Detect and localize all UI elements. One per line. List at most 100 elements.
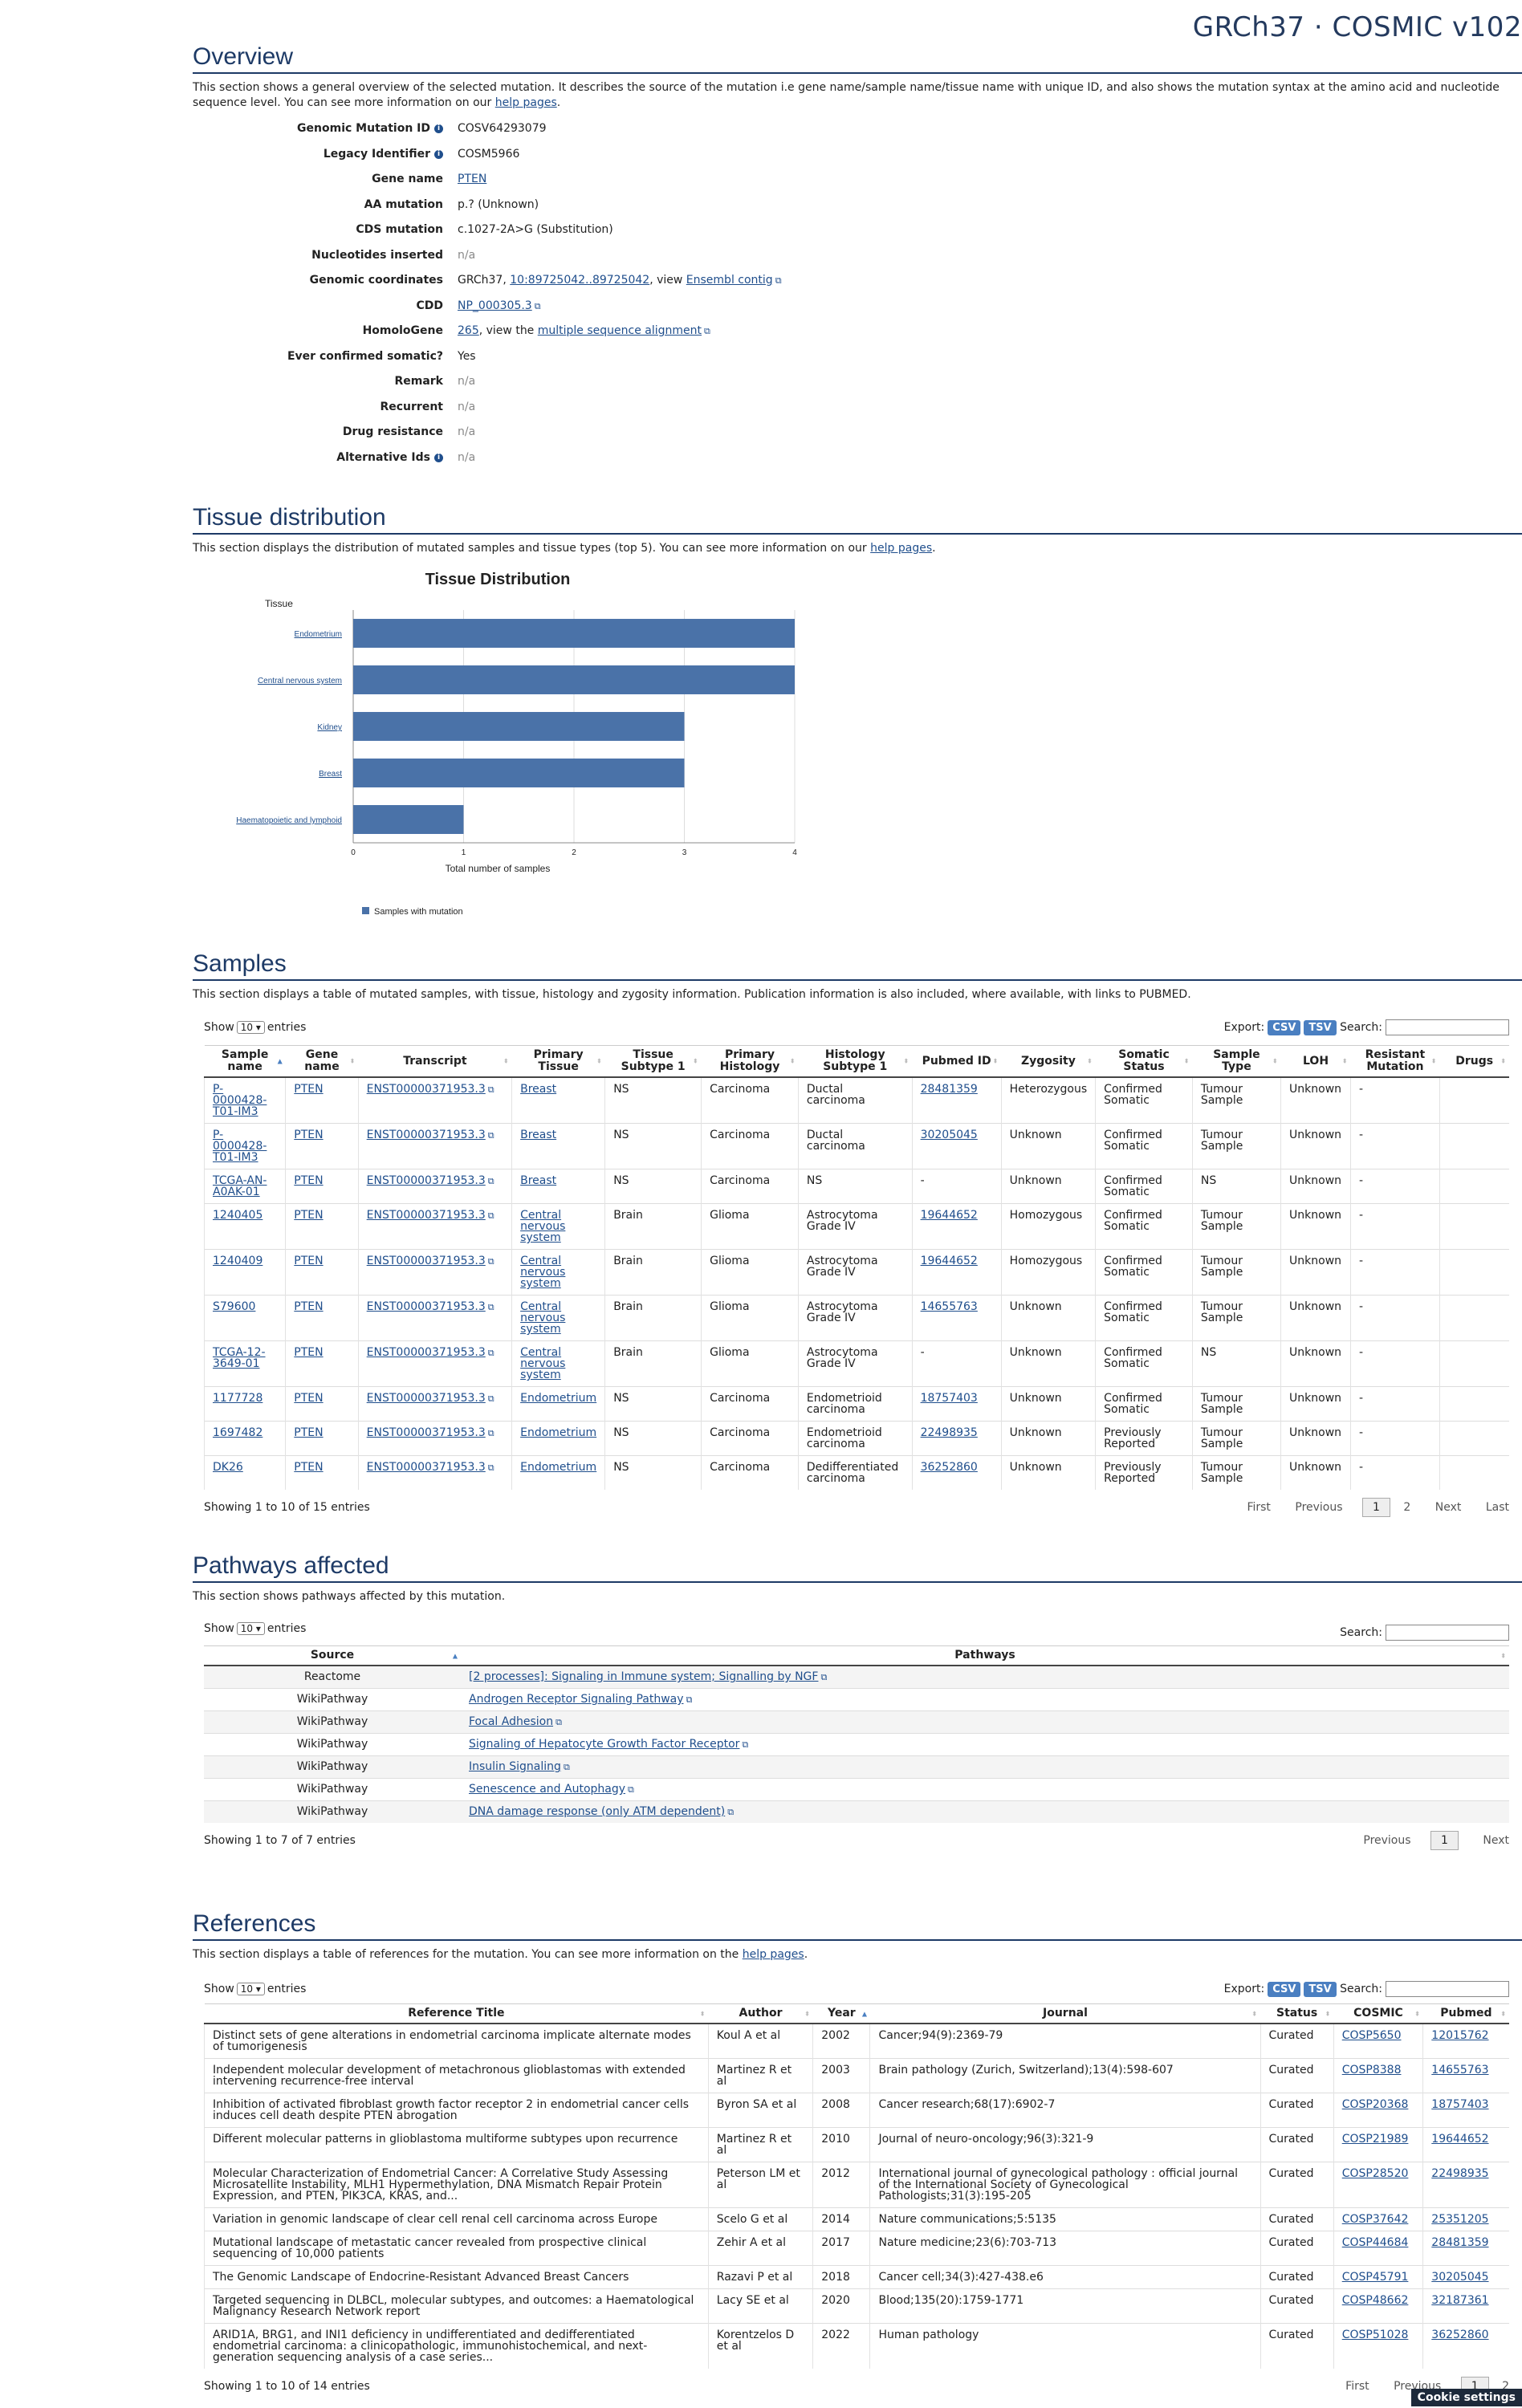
references-csv-button[interactable]: CSV [1268,1982,1301,1997]
samples-tsv-button[interactable]: TSV [1304,1020,1337,1035]
cell-link[interactable]: PTEN [294,1129,324,1141]
pathways-column-header[interactable]: Source ▲ [204,1645,461,1666]
cell-link[interactable]: COSP45791 [1341,2271,1409,2284]
cell-link[interactable]: TCGA-AN-A0AK-01 [213,1174,267,1198]
cell-link[interactable]: COSP21989 [1341,2133,1409,2146]
pager-page-1[interactable]: 1 [1430,1831,1459,1850]
pager-first[interactable]: First [1247,1501,1271,1514]
cell-link[interactable]: 30205045 [920,1129,978,1141]
pager-page-1[interactable]: 1 [1362,1498,1390,1517]
cell-link[interactable]: TCGA-12-3649-01 [213,1346,266,1370]
pager-last[interactable]: Last [1485,1501,1509,1514]
cell-link[interactable]: 36252860 [1431,2329,1489,2341]
samples-column-header[interactable]: LOH ⬍ [1280,1045,1351,1078]
external-link-icon[interactable]: ⧉ [487,1462,494,1473]
external-link-icon[interactable]: ⧉ [534,300,541,311]
samples-column-header[interactable]: Gene name ⬍ [285,1045,359,1078]
references-search-input[interactable] [1386,1981,1509,1997]
external-link-icon[interactable]: ⧉ [487,1302,494,1312]
chart-category-label[interactable]: Kidney [317,723,342,732]
references-column-header[interactable]: Pubmed ⬍ [1422,2003,1509,2024]
cell-link[interactable]: Breast [520,1083,557,1096]
cell-link[interactable]: COSP28520 [1341,2167,1409,2180]
cell-link[interactable]: 22498935 [920,1426,978,1439]
external-link-icon[interactable]: ⧉ [563,1762,570,1772]
external-link-icon[interactable]: ⧉ [487,1130,494,1141]
cell-link[interactable]: PTEN [294,1346,324,1359]
cell-link[interactable]: Endometrium [520,1392,597,1405]
overview-value-link[interactable]: 265 [458,324,479,337]
cell-link[interactable]: 28481359 [920,1083,978,1096]
cell-link[interactable]: PTEN [294,1174,324,1187]
references-entries-select[interactable]: 10 ▾ [236,1983,265,1995]
external-link-icon[interactable]: ⧉ [487,1256,494,1267]
info-icon[interactable]: i [434,124,443,133]
samples-column-header[interactable]: Primary Histology ⬍ [701,1045,799,1078]
cell-link[interactable]: 32187361 [1431,2294,1489,2307]
external-link-icon[interactable]: ⧉ [820,1672,828,1682]
cell-link[interactable]: Central nervous system [520,1300,566,1336]
cell-link[interactable]: COSP8388 [1341,2064,1402,2076]
samples-column-header[interactable]: Resistant Mutation ⬍ [1350,1045,1440,1078]
cell-link[interactable]: 19644652 [920,1255,978,1267]
cell-link[interactable]: S79600 [213,1300,256,1313]
cell-link[interactable]: 18757403 [920,1392,978,1405]
cell-link[interactable]: ENST00000371953.3 [366,1255,486,1267]
external-link-icon[interactable]: ⧉ [628,1784,634,1795]
cell-link[interactable]: 18757403 [1431,2098,1489,2111]
cell-link[interactable]: PTEN [294,1300,324,1313]
samples-column-header[interactable]: Sample Type ⬍ [1192,1045,1281,1078]
cell-link[interactable]: COSP37642 [1341,2213,1409,2226]
external-link-icon[interactable]: ⧉ [775,275,782,286]
samples-column-header[interactable]: Zygosity ⬍ [1001,1045,1096,1078]
cell-link[interactable]: ENST00000371953.3 [366,1209,486,1222]
references-help-link[interactable]: help pages [742,1948,804,1961]
external-link-icon[interactable]: ⧉ [727,1807,735,1817]
chart-category-label[interactable]: Endometrium [295,630,342,639]
cell-link[interactable]: 22498935 [1431,2167,1489,2180]
samples-csv-button[interactable]: CSV [1268,1020,1301,1035]
overview-external-link[interactable]: multiple sequence alignment [537,324,702,337]
cell-link[interactable]: 36252860 [920,1461,978,1474]
pathway-link[interactable]: Androgen Receptor Signaling Pathway [469,1693,684,1706]
cell-link[interactable]: PTEN [294,1255,324,1267]
pathway-link[interactable]: Senescence and Autophagy [469,1783,626,1796]
pathways-search-input[interactable] [1386,1625,1509,1641]
cell-link[interactable]: Breast [520,1174,557,1187]
pathways-column-header[interactable]: Pathways ⬍ [461,1645,1509,1666]
cell-link[interactable]: ENST00000371953.3 [366,1083,486,1096]
external-link-icon[interactable]: ⧉ [742,1739,749,1750]
chart-category-label[interactable]: Breast [319,770,342,779]
cell-link[interactable]: 1240405 [213,1209,263,1222]
samples-column-header[interactable]: Tissue Subtype 1 ⬍ [604,1045,702,1078]
cell-link[interactable]: PTEN [294,1209,324,1222]
cell-link[interactable]: ENST00000371953.3 [366,1129,486,1141]
cell-link[interactable]: COSP51028 [1341,2329,1409,2341]
external-link-icon[interactable]: ⧉ [686,1694,693,1705]
cell-link[interactable]: COSP20368 [1341,2098,1409,2111]
pager-first[interactable]: First [1345,2380,1369,2393]
pathway-link[interactable]: Focal Adhesion [469,1715,554,1728]
cell-link[interactable]: PTEN [294,1461,324,1474]
cell-link[interactable]: PTEN [294,1426,324,1439]
references-column-header[interactable]: Author ⬍ [708,2003,813,2024]
references-column-header[interactable]: Year ▲ [812,2003,870,2024]
cell-link[interactable]: PTEN [294,1083,324,1096]
cell-link[interactable]: P-0000428-T01-IM3 [213,1129,267,1164]
cell-link[interactable]: PTEN [294,1392,324,1405]
cell-link[interactable]: ENST00000371953.3 [366,1392,486,1405]
pager-page-2[interactable]: 2 [1403,1501,1411,1514]
cell-link[interactable]: DK26 [213,1461,243,1474]
external-link-icon[interactable]: ⧉ [704,326,710,336]
pathway-link[interactable]: DNA damage response (only ATM dependent) [469,1805,726,1818]
cell-link[interactable]: Endometrium [520,1426,597,1439]
tissue-help-link[interactable]: help pages [870,542,933,555]
cell-link[interactable]: COSP44684 [1341,2236,1409,2249]
cell-link[interactable]: 12015762 [1431,2029,1489,2042]
cell-link[interactable]: COSP48662 [1341,2294,1409,2307]
overview-value-link[interactable]: PTEN [458,173,487,185]
references-column-header[interactable]: Reference Title ⬍ [204,2003,709,2024]
info-icon[interactable]: i [434,453,443,462]
pathway-link[interactable]: Signaling of Hepatocyte Growth Factor Re… [469,1738,740,1751]
samples-search-input[interactable] [1386,1019,1509,1035]
